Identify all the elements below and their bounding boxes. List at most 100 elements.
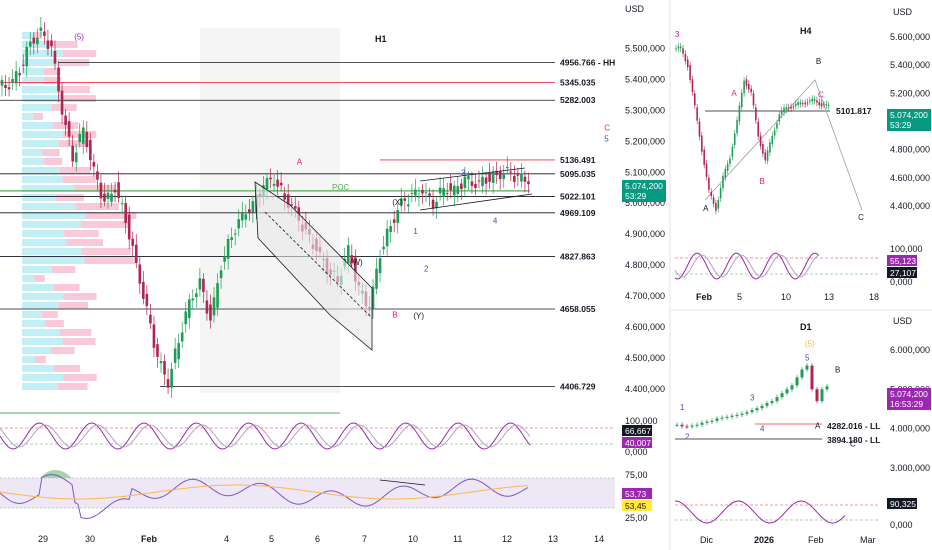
h4-candle-body	[759, 135, 762, 147]
price-axis-tick: 4.500,000	[625, 353, 665, 363]
vp-bar-up	[22, 122, 53, 129]
h4-candle-body	[705, 163, 708, 177]
candle-body	[488, 172, 491, 182]
d1-time-axis-tick: Dic	[700, 535, 713, 545]
candle-body	[170, 368, 173, 388]
h4-candle-body	[766, 150, 769, 161]
channel-midline	[264, 211, 373, 319]
candle-body	[445, 193, 449, 195]
d1-time-axis-tick: Feb	[808, 535, 824, 545]
h4-candle-body	[722, 175, 724, 189]
d1-candle-body	[745, 412, 749, 414]
vp-bar-up	[22, 248, 82, 255]
h4-time-axis-tick: 5	[737, 292, 742, 302]
candle-body	[18, 73, 21, 76]
wedge-lower-line	[419, 193, 533, 211]
h4-candle-body	[748, 83, 750, 90]
h4-candle-body	[797, 102, 799, 106]
d1-candle-body	[825, 386, 829, 390]
h4-candle-body	[736, 119, 738, 134]
main-rsi-panel: 75,00 25,00 53,73 53,45	[0, 470, 652, 523]
vp-bar-up	[22, 68, 44, 75]
candle-body	[516, 174, 520, 176]
h4-candle-body	[778, 114, 781, 122]
vp-bar-up	[22, 140, 59, 147]
h4-candle-body	[755, 107, 757, 121]
main-time-axis: 29 30 Feb 4 5 6 7 10 11 12 13 14	[38, 534, 604, 544]
h4-candle-body	[764, 152, 767, 161]
d1-candle-body	[805, 365, 809, 370]
rsi-axis-top: 75,00	[625, 470, 648, 480]
candle-body	[513, 175, 516, 182]
candle-body	[495, 171, 498, 176]
candle-body	[67, 121, 71, 137]
vp-bar-up	[22, 86, 60, 93]
candle-body	[187, 299, 191, 319]
wave-label: 4	[493, 216, 498, 225]
candle-body	[276, 179, 279, 187]
wave-label: (5)	[74, 32, 84, 41]
h4-candle-body	[675, 48, 677, 50]
vp-bar-down	[52, 104, 77, 111]
time-axis-tick: Feb	[141, 534, 158, 544]
d1-stoch-tag	[887, 498, 917, 509]
vp-bar-up	[22, 203, 76, 210]
h4-price-axis-tick: 4.600,000	[890, 173, 930, 183]
h4-candle-body	[804, 102, 806, 105]
candle-body	[53, 50, 57, 64]
h4-currency-label: USD	[893, 7, 913, 17]
candle-body	[431, 199, 435, 209]
h4-candle-body	[726, 163, 729, 171]
candle-body	[240, 212, 244, 221]
candle-body	[438, 187, 442, 194]
candle-body	[375, 268, 378, 289]
d1-price-tag-timer: 16:53:29	[890, 399, 923, 409]
level-label: 5282.003	[560, 95, 596, 105]
d1-price-axis-tick: 6.000,000	[890, 345, 930, 355]
candle-body	[173, 348, 177, 363]
h4-candle-body	[712, 197, 715, 204]
candle-body	[74, 152, 78, 163]
candle-body	[410, 193, 414, 195]
vp-bar-down	[59, 86, 90, 93]
price-axis-tick: 5.300,000	[625, 105, 665, 115]
stoch-axis-bottom: 0,000	[625, 447, 648, 457]
d1-stoch-value: 90,325	[890, 499, 916, 509]
time-axis-tick: 4	[224, 534, 229, 544]
candle-body	[290, 204, 294, 206]
stoch-k-line	[0, 422, 531, 450]
candle-body	[248, 209, 251, 214]
h4-candle-body	[820, 103, 823, 107]
h4-wave-label: B	[816, 57, 821, 66]
candle-body	[498, 171, 502, 179]
candle-body	[509, 171, 513, 173]
vp-bar-up	[22, 167, 60, 174]
h4-panel: H4 USD 5101.817 3 A A B B C C 5.600,000 5.400,0…	[669, 0, 931, 550]
h4-candle-body	[689, 65, 691, 80]
candle-body	[149, 314, 152, 324]
time-axis-tick: 11	[453, 534, 462, 544]
candle-body	[134, 244, 138, 263]
h4-wave-label: A	[703, 204, 709, 213]
level-label: 4956.766 - HH	[560, 57, 615, 67]
vp-bar-up	[22, 212, 85, 219]
time-axis-tick: 29	[38, 534, 48, 544]
d1-candle-body	[715, 418, 719, 421]
candle-body	[399, 198, 403, 206]
candle-body	[28, 41, 32, 47]
stoch-k-tag	[622, 425, 652, 436]
candle-body	[191, 298, 195, 301]
h4-stoch-d-tag	[887, 267, 917, 278]
h4-candle-body	[696, 107, 698, 121]
h4-candle-body	[809, 100, 811, 102]
candle-body	[92, 161, 96, 167]
vp-bar-down	[53, 365, 81, 372]
stoch-k-value: 66,667	[625, 426, 651, 436]
vp-bar-up	[22, 158, 45, 165]
d1-candle-body	[735, 414, 739, 416]
h4-price-tag-value: 5.074,200	[890, 110, 928, 120]
d1-candle-body	[760, 405, 764, 409]
candle-body	[36, 37, 39, 45]
candle-body	[209, 304, 212, 321]
d1-candle-body	[705, 421, 709, 423]
